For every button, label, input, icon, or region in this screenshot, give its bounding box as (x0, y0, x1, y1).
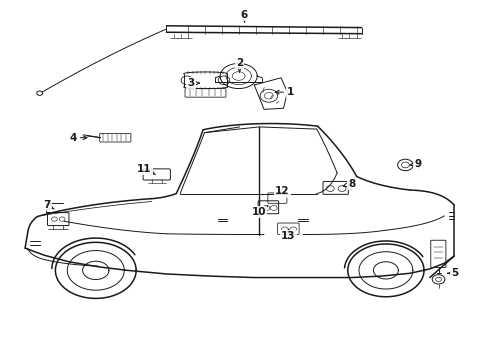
Text: 7: 7 (43, 200, 54, 210)
Text: 9: 9 (409, 159, 420, 169)
Text: 8: 8 (343, 179, 355, 189)
Text: 12: 12 (275, 186, 289, 197)
Text: 10: 10 (251, 206, 267, 217)
Text: 1: 1 (275, 87, 294, 97)
Text: 11: 11 (137, 164, 155, 175)
FancyBboxPatch shape (100, 134, 131, 142)
Text: 2: 2 (236, 58, 243, 72)
Text: 4: 4 (69, 133, 87, 143)
Text: 13: 13 (281, 229, 295, 240)
Text: 5: 5 (447, 268, 458, 278)
Text: 6: 6 (241, 10, 247, 22)
Text: 3: 3 (187, 78, 199, 88)
